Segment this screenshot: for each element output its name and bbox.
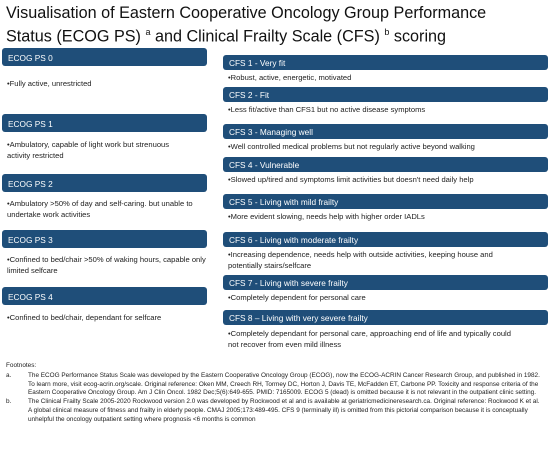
cfs-header: CFS 3 - Managing well [223,124,548,139]
cfs-description: •Well controlled medical problems but no… [228,142,475,151]
ecog-header: ECOG PS 4 [2,287,207,305]
cfs-header: CFS 5 - Living with mild frailty [223,194,548,209]
ecog-description: •Confined to bed/chair >50% of waking ho… [7,255,206,275]
ecog-item: ECOG PS 0 •Fully active, unrestricted [2,48,207,90]
cfs-header: CFS 8 – Living with very severe frailty [223,310,548,325]
cfs-description: •Increasing dependence, needs help with … [228,250,493,270]
footnote-label: b. [6,398,12,406]
footnote-marker-b: b [384,27,390,37]
ecog-item: ECOG PS 3 •Confined to bed/chair >50% of… [2,230,207,276]
ecog-description: •Confined to bed/chair, dependant for se… [7,313,162,322]
footnote-a: a. The ECOG Performance Status Scale was… [6,372,544,398]
cfs-header: CFS 7 - Living with severe frailty [223,275,548,290]
title-part-cfs: and Clinical Frailty Scale (CFS) [150,27,385,46]
footnote-text: The ECOG Performance Status Scale was de… [28,371,540,397]
cfs-description: •Completely dependent for personal care [228,293,366,302]
ecog-header: ECOG PS 0 [2,48,207,66]
footnote-label: a. [6,371,12,379]
title-line-1: Visualisation of Eastern Cooperative Onc… [6,4,487,22]
cfs-item: CFS 5 - Living with mild frailty •More e… [223,194,548,223]
title-part-ecog: Status (ECOG PS) [6,27,146,46]
ecog-header: ECOG PS 1 [2,114,207,132]
footnote-marker-a: a [145,27,151,37]
cfs-header: CFS 6 - Living with moderate frailty [223,232,548,247]
cfs-item: CFS 2 - Fit •Less fit/active than CFS1 b… [223,87,548,116]
cfs-description: •Completely dependant for personal care,… [228,329,511,349]
ecog-header: ECOG PS 2 [2,174,207,192]
figure-title: Visualisation of Eastern Cooperative Onc… [6,4,546,46]
cfs-item: CFS 7 - Living with severe frailty •Comp… [223,275,548,304]
cfs-description: •Robust, active, energetic, motivated [228,73,352,82]
ecog-item: ECOG PS 2 •Ambulatory >50% of day and se… [2,174,207,220]
cfs-description: •Less fit/active than CFS1 but no active… [228,105,426,114]
cfs-header: CFS 1 - Very fit [223,55,548,70]
ecog-description: •Ambulatory >50% of day and self-caring.… [7,199,193,219]
cfs-item: CFS 8 – Living with very severe frailty … [223,310,548,350]
title-part-scoring: scoring [389,27,447,46]
cfs-header: CFS 2 - Fit [223,87,548,102]
ecog-description: •Fully active, unrestricted [7,79,92,88]
ecog-header: ECOG PS 3 [2,230,207,248]
cfs-item: CFS 3 - Managing well •Well controlled m… [223,124,548,153]
ecog-description: •Ambulatory, capable of light work but s… [7,140,170,160]
cfs-header: CFS 4 - Vulnerable [223,157,548,172]
cfs-item: CFS 1 - Very fit •Robust, active, energe… [223,55,548,84]
cfs-item: CFS 4 - Vulnerable •Slowed up/tired and … [223,157,548,186]
footnotes-heading: Footnotes: [6,362,37,369]
footnote-text: The Clinical Frailty Scale 2005-2020 Roc… [28,398,540,423]
cfs-item: CFS 6 - Living with moderate frailty •In… [223,232,548,271]
ecog-item: ECOG PS 1 •Ambulatory, capable of light … [2,114,207,161]
cfs-description: •More evident slowing, needs help with h… [228,212,425,221]
cfs-description: •Slowed up/tired and symptoms limit acti… [228,175,474,184]
title-line-2: Status (ECOG PS) a and Clinical Frailty … [6,23,546,46]
ecog-item: ECOG PS 4 •Confined to bed/chair, depend… [2,287,207,324]
footnote-b: b. The Clinical Frailty Scale 2005-2020 … [6,398,544,424]
footnotes: Footnotes: a. The ECOG Performance Statu… [6,362,544,425]
